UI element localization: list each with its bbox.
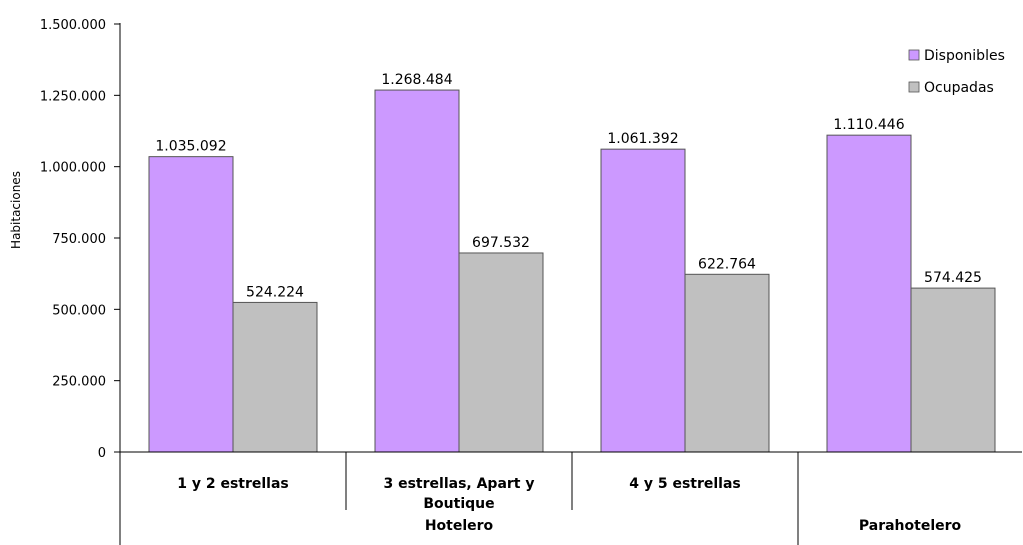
bar-disponibles (148, 156, 234, 453)
bar-ocupadas (684, 273, 770, 453)
data-label: 1.061.392 (607, 131, 678, 147)
x-group-label: Parahotelero (859, 518, 962, 534)
y-tick-label: 500.000 (52, 303, 106, 318)
y-tick-label: 1.500.000 (40, 18, 106, 33)
legend-label: Disponibles (924, 48, 1005, 64)
bar-disponibles (600, 148, 686, 453)
y-tick-label: 1.000.000 (40, 161, 106, 176)
x-tick-label: 3 estrellas, Apart y (383, 476, 534, 492)
data-label: 622.764 (698, 256, 756, 272)
y-tick-label: 750.000 (52, 232, 106, 247)
data-label: 574.425 (924, 270, 982, 286)
bar-disponibles (374, 89, 460, 453)
bar-disponibles (826, 134, 912, 453)
y-axis: 0 250.000 500.000 750.000 1.000.000 1.250.000… (40, 18, 121, 461)
data-label: 524.224 (246, 284, 304, 300)
y-axis-label: Habitaciones (9, 171, 23, 249)
y-tick-label: 0 (98, 446, 106, 461)
x-axis: 1 y 2 estrellas 3 estrellas, Apart y Bouti… (119, 451, 1022, 545)
bars: 1.035.092 1.268.484 1.061.392 1.110.446 524.… (148, 72, 996, 453)
data-label: 697.532 (472, 235, 530, 251)
x-tick-label: 4 y 5 estrellas (629, 476, 741, 492)
data-label: 1.268.484 (381, 72, 452, 88)
y-tick-label: 250.000 (52, 375, 106, 390)
data-label: 1.110.446 (833, 117, 904, 133)
y-tick-label: 1.250.000 (40, 89, 106, 104)
x-tick-label: Boutique (423, 496, 494, 512)
legend-swatch-disponibles (908, 49, 920, 61)
bar-ocupadas (910, 287, 996, 453)
bar-ocupadas (458, 252, 544, 453)
legend-label: Ocupadas (924, 80, 994, 96)
bar-ocupadas (232, 301, 318, 453)
legend-swatch-ocupadas (908, 81, 920, 93)
legend: Disponibles Ocupadas (908, 48, 1005, 96)
x-tick-label: 1 y 2 estrellas (177, 476, 289, 492)
data-label: 1.035.092 (155, 139, 226, 155)
x-group-label: Hotelero (425, 518, 494, 534)
